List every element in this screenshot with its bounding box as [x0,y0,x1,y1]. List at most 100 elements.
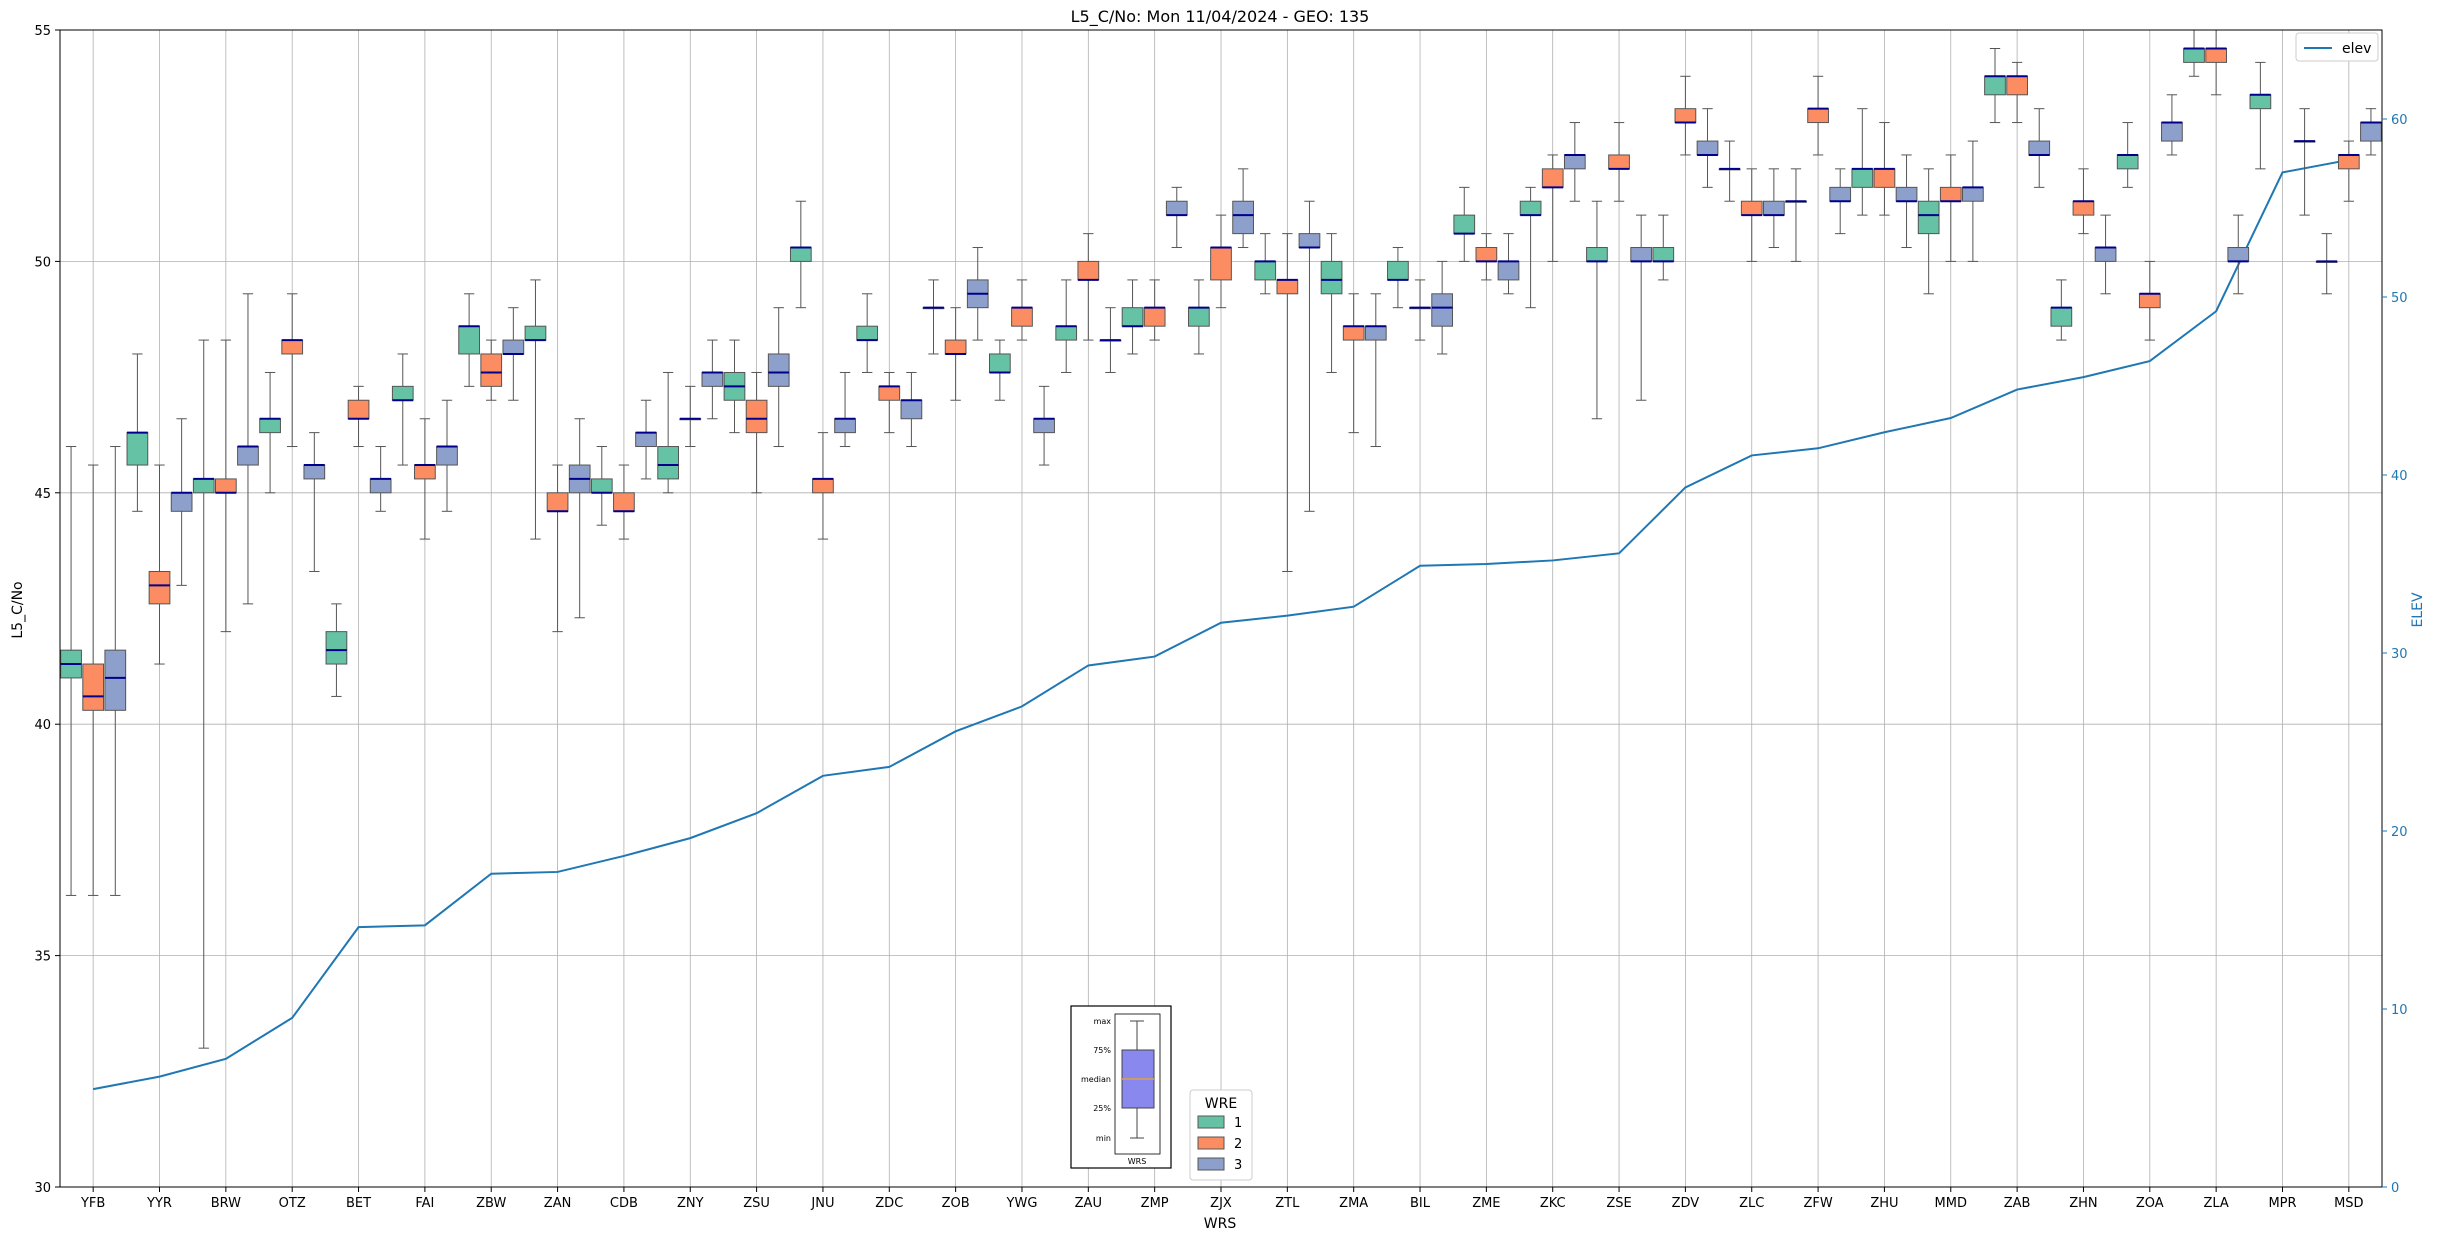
box-ZSU-wre2 [745,371,768,494]
y-tick-label: 40 [34,718,51,733]
box-body [2138,293,2161,309]
wre-legend-label-3: 3 [1234,1158,1242,1173]
y-tick-label: 55 [34,24,51,39]
x-tick-label: BRW [211,1196,241,1211]
box-ZME-wre2 [1475,233,1498,281]
box-body [767,353,790,387]
box-ZAB-wre2 [2006,61,2028,124]
box-ZKC-wre3 [1563,122,1586,202]
inset-label-min: min [1096,1134,1111,1143]
box-body [148,570,171,605]
box-ZMP-wre1 [1121,279,1144,355]
box-BET-wre1 [325,603,348,697]
x-tick-label: OTZ [279,1196,306,1211]
box-body [2116,154,2139,170]
box-FAI-wre2 [414,418,436,540]
x-tick-label: MMD [1935,1196,1967,1211]
x-tick-label: ZLA [2203,1196,2228,1211]
box-body [1807,108,1829,124]
box-body [1895,186,1918,202]
box-body [502,339,525,355]
y-axis-label: L5_C/No [10,581,26,638]
wre-legend-swatch-2 [1197,1136,1225,1150]
x-tick-label: ZHN [2069,1196,2097,1211]
box-ZMA-wre2 [1342,293,1365,434]
box-ZMP-wre3 [1165,186,1188,249]
box-body [1165,200,1188,216]
box-body [988,353,1011,373]
box-ZLC-wre1 [1718,140,1741,202]
box-OTZ-wre2 [281,293,304,448]
box-ZTL-wre3 [1298,200,1321,512]
box-ZHU-wre1 [1851,108,1874,216]
box-body [701,371,724,387]
box-MMD-wre2 [1939,154,1962,262]
box-body [900,399,923,420]
box-ZME-wre3 [1497,233,1520,295]
box-body [1077,260,1100,281]
box-FAI-wre1 [391,353,414,466]
axes: 30 35 40 45 50 55 0 10 20 30 40 50 60 YFB YYR BRW OTZ BET… [34,24,2407,1211]
box-ZAN-wre3 [568,418,591,619]
box-body [2094,247,2117,262]
box-body [303,464,326,480]
box-body [657,446,680,480]
x-tick-label: CDB [610,1196,638,1211]
wre-legend-label-1: 1 [1234,1116,1242,1131]
box-body [635,432,657,448]
chart-title: L5_C/No: Mon 11/04/2024 - GEO: 135 [1071,7,1370,27]
box-body [812,478,834,494]
box-YFB-wre3 [104,446,127,896]
box-body [2337,154,2360,170]
box-YWG-wre2 [1011,279,1033,341]
box-ZNY-wre2 [679,385,702,448]
box-body [1497,260,1520,281]
box-body [1563,154,1586,170]
elevation-line-group [92,158,2350,1091]
box-body [1055,325,1078,341]
wre-legend-swatch-1 [1197,1115,1225,1129]
box-OTZ-wre3 [303,432,326,572]
box-ZME-wre1 [1453,186,1476,262]
box-body [944,339,967,355]
box-body [259,418,281,434]
box-body [1962,186,1984,202]
box-body [347,399,370,420]
box-body [1608,154,1630,170]
box-FAI-wre3 [436,399,458,512]
box-body [1984,75,2006,96]
x-tick-label: ZMA [1339,1196,1368,1211]
box-body [590,478,613,494]
box-body [2028,140,2051,156]
box-BRW-wre2 [214,339,237,633]
box-body [126,432,149,466]
box-ZOA-wre1 [2116,122,2139,188]
box-body [1939,186,1962,202]
x-tick-label: ZME [1472,1196,1500,1211]
box-body [414,464,436,480]
box-body [1298,233,1321,249]
box-ZBW-wre1 [458,293,480,387]
box-body [1762,200,1785,216]
box-MSD-wre1 [2315,233,2338,295]
box-body [1917,200,1940,235]
x-tick-label: ZAN [544,1196,572,1211]
box-ZKC-wre1 [1519,186,1542,309]
x-tick-label: ZOA [2136,1196,2164,1211]
box-body [2249,94,2272,110]
box-body [1630,247,1653,262]
box-MPR-wre1 [2249,61,2272,170]
box-body [1453,214,1476,235]
x-tick-label: YYR [146,1196,172,1211]
box-body [1586,247,1608,262]
box-body [856,325,879,341]
box-body [745,399,768,434]
box-CDB-wre1 [590,446,613,526]
box-body [2227,247,2250,262]
box-BIL-wre3 [1431,260,1454,355]
elev-legend-frame [2295,32,2379,62]
box-body [2360,122,2382,142]
box-YYR-wre2 [148,464,171,665]
box-YYR-wre1 [126,353,149,512]
box-ZAN-wre2 [546,464,569,633]
